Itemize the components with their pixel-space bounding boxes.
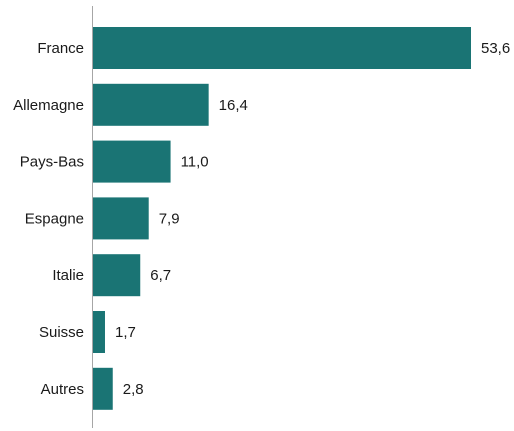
category-label-autres: Autres <box>41 381 84 398</box>
value-label-pays-bas: 11,0 <box>181 154 209 171</box>
value-label-espagne: 7,9 <box>159 210 180 227</box>
category-label-espagne: Espagne <box>25 210 84 227</box>
bar-autres <box>93 367 113 410</box>
bar-suisse <box>93 311 105 353</box>
category-label-pays-bas: Pays-Bas <box>20 154 84 171</box>
category-label-allemagne: Allemagne <box>13 97 84 114</box>
category-label-italie: Italie <box>52 267 84 284</box>
category-label-suisse: Suisse <box>39 324 84 341</box>
bars-group <box>93 27 471 410</box>
category-label-france: France <box>37 40 84 57</box>
value-labels-group: 53,6 16,4 11,0 7,9 6,7 1,7 2,8 <box>115 40 510 398</box>
bar-italie <box>93 254 141 297</box>
bar-espagne <box>93 197 149 240</box>
bar-pays-bas <box>93 140 171 183</box>
value-label-suisse: 1,7 <box>115 324 136 341</box>
value-label-allemagne: 16,4 <box>219 97 248 114</box>
category-labels-group: France Allemagne Pays-Bas Espagne Italie Suis… <box>13 40 84 398</box>
bar-france <box>93 27 471 69</box>
bar-allemagne <box>93 83 209 126</box>
value-label-autres: 2,8 <box>123 381 144 398</box>
value-label-italie: 6,7 <box>150 267 171 284</box>
value-label-france: 53,6 <box>481 40 510 57</box>
